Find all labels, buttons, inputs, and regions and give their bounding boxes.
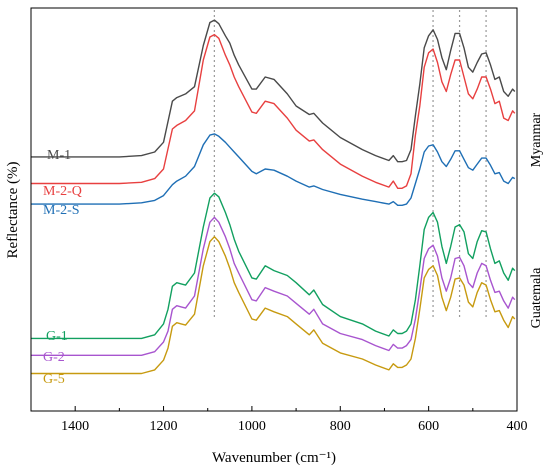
x-tick-label: 1200 (150, 419, 178, 434)
series-label-m-1: M-1 (47, 148, 71, 163)
plot-frame (30, 7, 518, 412)
x-tick-label: 400 (507, 419, 528, 434)
x-axis-label: Wavenumber (cm⁻¹) (212, 450, 336, 466)
series-label-g-2: G-2 (43, 350, 65, 365)
x-tick-label: 800 (330, 419, 351, 434)
series-line-m-1 (31, 19, 516, 163)
x-tick-label: 1000 (238, 419, 266, 434)
x-tick-label: 1400 (61, 419, 89, 434)
x-axis-ticks: 1400 1200 1000 800 600 400 (30, 406, 528, 434)
series-label-m-2-q: M-2-Q (43, 184, 82, 199)
group-label-myanmar: Myanmar (529, 112, 544, 167)
series-label-g-1: G-1 (46, 329, 68, 344)
y-axis-label: Reflectance (%) (5, 161, 21, 258)
series-lines (31, 19, 516, 375)
series-label-m-2-s: M-2-S (43, 203, 80, 218)
series-line-g-5 (31, 236, 516, 375)
group-label-guatemala: Guatemala (529, 267, 544, 328)
series-line-m-2-s (31, 133, 516, 206)
series-label-g-5: G-5 (43, 372, 65, 387)
series-line-g-1 (31, 192, 516, 340)
series-line-g-2 (31, 216, 516, 356)
x-tick-label: 600 (418, 419, 439, 434)
series-labels: M-1 M-2-Q M-2-S G-1 G-2 G-5 (43, 148, 82, 387)
series-line-m-2-q (31, 33, 516, 189)
